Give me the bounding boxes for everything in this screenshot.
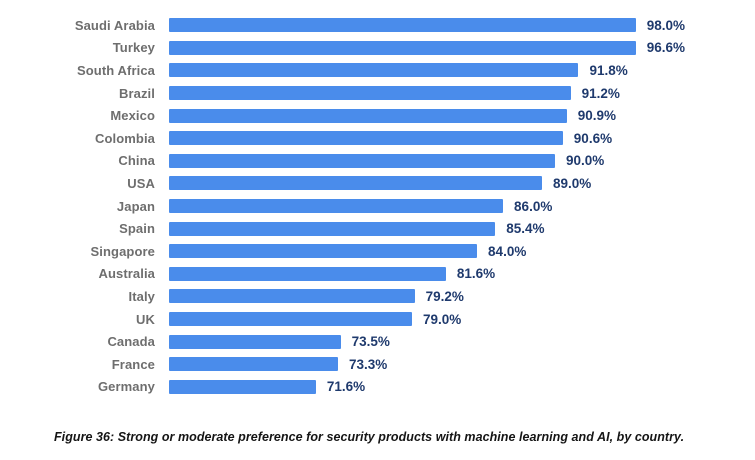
bar-track: 90.6% xyxy=(169,130,685,146)
bar-row: Mexico 90.9% xyxy=(0,104,755,127)
bar xyxy=(169,199,504,214)
value-label: 79.0% xyxy=(423,311,462,327)
value-label: 96.6% xyxy=(646,40,685,56)
category-label: Brazil xyxy=(118,85,155,101)
bar-track: 90.9% xyxy=(169,108,685,124)
category-label: Germany xyxy=(97,379,155,395)
category-label: Italy xyxy=(128,288,155,304)
category-label: France xyxy=(111,356,155,372)
bar-track: 90.0% xyxy=(169,153,685,169)
value-label: 86.0% xyxy=(514,198,553,214)
bar-track: 96.6% xyxy=(169,40,685,56)
value-label: 79.2% xyxy=(425,288,464,304)
bar-track: 71.6% xyxy=(169,379,685,395)
bar xyxy=(169,379,316,394)
value-label: 98.0% xyxy=(646,17,685,33)
bar-row: Singapore 84.0% xyxy=(0,240,755,263)
bar-track: 98.0% xyxy=(169,17,685,33)
bar xyxy=(169,108,567,123)
bar-row: Brazil 91.2% xyxy=(0,82,755,105)
bar xyxy=(169,244,478,259)
value-label: 91.8% xyxy=(589,62,628,78)
bar-track: 73.5% xyxy=(169,334,685,350)
category-label: Singapore xyxy=(90,243,155,259)
bar-row: France 73.3% xyxy=(0,353,755,376)
bar-row: USA 89.0% xyxy=(0,172,755,195)
category-label: USA xyxy=(127,175,155,191)
category-label: Spain xyxy=(119,221,155,237)
bar xyxy=(169,40,636,55)
bar-row: Saudi Arabia 98.0% xyxy=(0,14,755,37)
value-label: 90.9% xyxy=(577,108,616,124)
value-label: 85.4% xyxy=(506,221,545,237)
bar-row: Italy 79.2% xyxy=(0,285,755,308)
value-label: 81.6% xyxy=(456,266,496,282)
figure-caption: Figure 36: Strong or moderate preference… xyxy=(54,430,685,444)
bar xyxy=(169,63,579,78)
bar-row: Colombia 90.6% xyxy=(0,127,755,150)
category-label: Mexico xyxy=(110,108,155,124)
category-label: Saudi Arabia xyxy=(74,17,155,33)
bar xyxy=(169,357,338,372)
value-label: 89.0% xyxy=(553,175,592,191)
bar-track: 86.0% xyxy=(169,198,685,214)
bar-track: 81.6% xyxy=(169,266,685,282)
bar xyxy=(169,176,543,191)
bar-chart: Saudi Arabia 98.0% Turkey 96.6% South Africa… xyxy=(0,14,755,399)
bar-track: 79.2% xyxy=(169,288,685,304)
bar-row: Germany 71.6% xyxy=(0,376,755,399)
bar-row: China 90.0% xyxy=(0,150,755,173)
bar-track: 91.8% xyxy=(169,62,685,78)
bar-row: Canada 73.5% xyxy=(0,330,755,353)
bar-row: Spain 85.4% xyxy=(0,217,755,240)
bar-row: UK 79.0% xyxy=(0,308,755,331)
value-label: 71.6% xyxy=(326,379,366,395)
category-label: China xyxy=(118,153,155,169)
value-label: 84.0% xyxy=(488,243,527,259)
value-label: 90.0% xyxy=(566,153,605,169)
bar-row: Japan 86.0% xyxy=(0,195,755,218)
value-label: 73.5% xyxy=(351,334,390,350)
bar xyxy=(169,221,496,236)
bar-track: 89.0% xyxy=(169,175,685,191)
bar xyxy=(169,18,636,33)
bar xyxy=(169,266,446,281)
bar-track: 73.3% xyxy=(169,356,685,372)
bar-track: 91.2% xyxy=(169,85,685,101)
bar xyxy=(169,312,413,327)
bar-track: 84.0% xyxy=(169,243,685,259)
category-label: Australia xyxy=(98,266,155,282)
bar-row: Turkey 96.6% xyxy=(0,37,755,60)
value-label: 91.2% xyxy=(581,85,620,101)
bar xyxy=(169,86,571,101)
bar-row: Australia 81.6% xyxy=(0,263,755,286)
category-label: UK xyxy=(136,311,155,327)
category-label: Turkey xyxy=(112,40,155,56)
category-label: South Africa xyxy=(76,62,155,78)
bar-track: 79.0% xyxy=(169,311,685,327)
bar xyxy=(169,131,563,146)
value-label: 73.3% xyxy=(348,356,388,372)
bar xyxy=(169,289,415,304)
category-label: Colombia xyxy=(94,130,155,146)
category-label: Japan xyxy=(116,198,155,214)
bar xyxy=(169,334,341,349)
value-label: 90.6% xyxy=(573,130,613,146)
bar-row: South Africa 91.8% xyxy=(0,59,755,82)
bar xyxy=(169,153,556,168)
bar-track: 85.4% xyxy=(169,221,685,237)
category-label: Canada xyxy=(107,334,155,350)
